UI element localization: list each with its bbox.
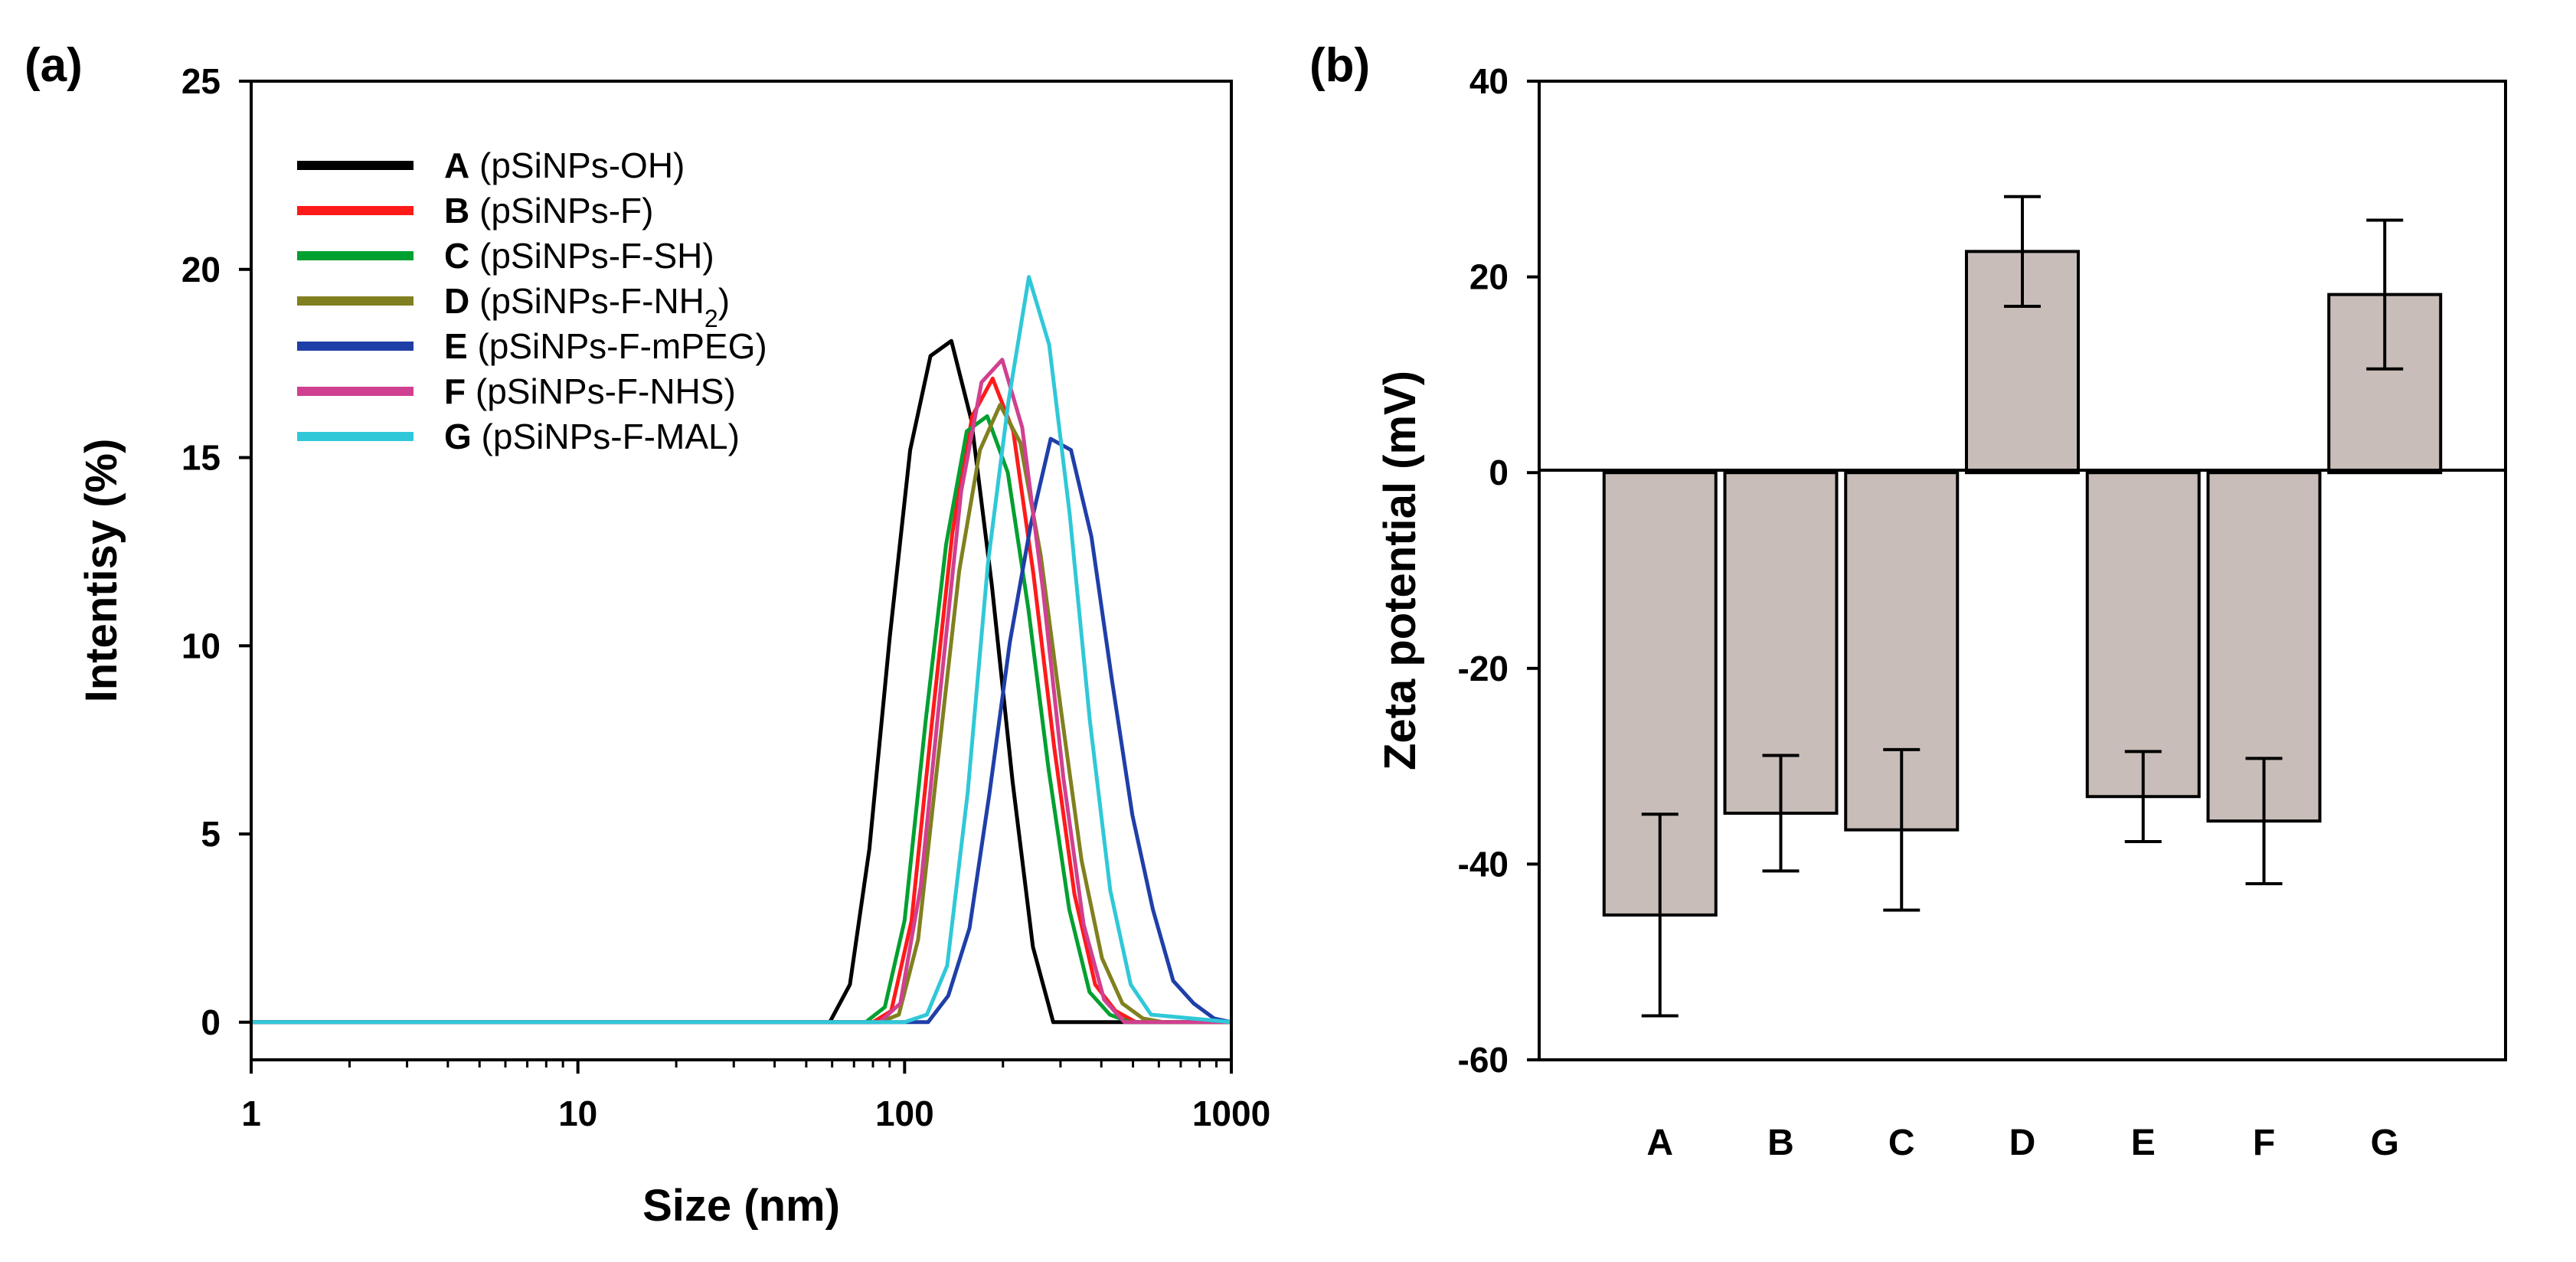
y-tick-label-a: 10 — [181, 626, 221, 665]
zeta-bars — [1602, 250, 2443, 917]
legend-a: A (pSiNPs-OH)B (pSiNPs-F)C (pSiNPs-F-SH)… — [297, 145, 767, 456]
zeta-error-bars — [1641, 195, 2404, 1018]
legend-name: (pSiNPs-F-mPEG) — [468, 326, 767, 366]
legend-label-f: F (pSiNPs-F-NHS) — [444, 371, 736, 411]
x-tick-label-a: 1000 — [1192, 1094, 1270, 1133]
legend-label-c: C (pSiNPs-F-SH) — [444, 236, 714, 276]
y-tick-label-b: -20 — [1458, 649, 1509, 688]
panel-a-line-chart: (a) 0 5 10 15 20 25 1 10 100 1000 Size (nm) Inte… — [25, 39, 1270, 1231]
category-label-a: A — [1646, 1123, 1673, 1163]
series-line-g — [251, 275, 1232, 1025]
legend-label-a: A (pSiNPs-OH) — [444, 145, 685, 185]
y-tick-label-b: -40 — [1458, 844, 1509, 884]
size-distribution-series — [251, 275, 1232, 1025]
legend-letter: F — [444, 371, 466, 411]
legend-label-e: E (pSiNPs-F-mPEG) — [444, 326, 767, 366]
legend-letter: D — [444, 281, 469, 321]
category-label-g: G — [2371, 1123, 2399, 1163]
y-tick-label-a: 5 — [201, 814, 221, 854]
legend-letter: A — [444, 145, 469, 185]
legend-subscript: 2 — [704, 305, 718, 332]
legend-letter: C — [444, 236, 469, 276]
panel-a-label: (a) — [25, 39, 83, 92]
legend-name: (pSiNPs-F-MAL) — [472, 417, 740, 456]
plot-frame-b — [1538, 80, 2507, 1061]
category-label-c: C — [1888, 1123, 1915, 1163]
legend-name: (pSiNPs-F-SH) — [469, 236, 714, 276]
x-axis-title-a: Size (nm) — [642, 1181, 840, 1231]
legend-name: (pSiNPs-F-NHS) — [466, 371, 736, 411]
panel-b-bar-chart: (b) -60 -40 -20 0 20 40 A B C D E F G Zeta potentia… — [1309, 39, 2507, 1163]
legend-letter: E — [444, 326, 468, 366]
legend-label-g: G (pSiNPs-F-MAL) — [444, 417, 740, 456]
series-line-f — [251, 358, 1231, 1025]
legend-letter: G — [444, 417, 472, 456]
bar-e — [2085, 471, 2201, 799]
y-axis-title-b: Zeta potential (mV) — [1375, 371, 1425, 770]
panel-b-label: (b) — [1309, 39, 1370, 92]
legend-name: (pSiNPs-F-NH — [469, 281, 704, 321]
series-line-d — [251, 403, 1231, 1025]
y-axis-title-a: Intentisy (%) — [77, 439, 126, 703]
y-tick-label-a: 25 — [181, 61, 221, 101]
y-tick-label-a: 0 — [201, 1002, 221, 1042]
legend-name-end: ) — [718, 281, 730, 321]
category-label-f: F — [2253, 1123, 2275, 1163]
category-label-b: B — [1767, 1123, 1794, 1163]
x-axis-ticks-b: A B C D E F G — [1646, 1123, 2399, 1163]
legend-letter: B — [444, 191, 469, 230]
y-tick-label-a: 20 — [181, 250, 221, 289]
y-axis-ticks-b: -60 -40 -20 0 20 40 — [1458, 61, 1539, 1080]
legend-name: (pSiNPs-F) — [469, 191, 653, 230]
y-tick-label-a: 15 — [181, 438, 221, 478]
x-axis-ticks-a: 1 10 100 1000 — [241, 1060, 1270, 1133]
legend-name: (pSiNPs-OH) — [469, 145, 685, 185]
category-label-e: E — [2131, 1123, 2156, 1163]
y-tick-label-b: 20 — [1469, 257, 1509, 297]
y-tick-label-b: 0 — [1489, 453, 1509, 492]
legend-label-b: B (pSiNPs-F) — [444, 191, 653, 230]
y-tick-label-b: 40 — [1469, 61, 1509, 101]
series-line-a — [251, 338, 1231, 1025]
series-line-c — [251, 414, 1231, 1025]
x-tick-label-a: 1 — [241, 1094, 261, 1133]
x-tick-label-a: 10 — [558, 1094, 597, 1133]
y-tick-label-b: -60 — [1458, 1040, 1509, 1080]
y-axis-ticks-a: 0 5 10 15 20 25 — [181, 61, 251, 1042]
legend-label-d: D (pSiNPs-F-NH2) — [444, 281, 730, 332]
plot-frame-a — [250, 80, 1233, 1061]
x-tick-label-a: 100 — [875, 1094, 934, 1133]
category-label-d: D — [2009, 1123, 2036, 1163]
